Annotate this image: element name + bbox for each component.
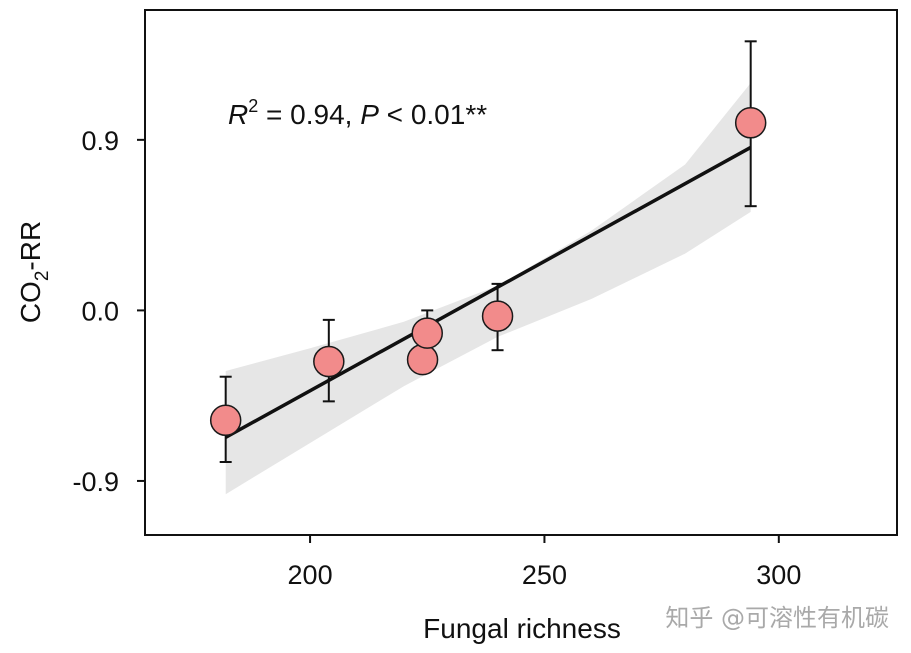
x-axis-ticks: 200 250 300: [288, 534, 801, 590]
x-tick-label: 200: [288, 560, 333, 590]
point-layer: [209, 107, 767, 437]
y-axis-title: CO2-RR: [15, 221, 53, 323]
data-point-3: [411, 317, 443, 349]
data-point-2: [406, 343, 439, 376]
x-axis-title: Fungal richness: [423, 613, 621, 644]
y-tick-label: -0.9: [72, 467, 119, 497]
y-tick-label: 0.0: [81, 296, 119, 326]
y-axis-ticks: -0.9 0.0 0.9: [72, 126, 146, 497]
p-value: < 0.01**: [379, 99, 487, 130]
r-value: = 0.94,: [258, 99, 360, 130]
p-letter: P: [360, 99, 379, 130]
data-point-5: [734, 107, 767, 139]
watermark: 知乎 @可溶性有机碳: [665, 604, 889, 632]
x-tick-label: 300: [756, 560, 801, 590]
fit-line-layer: [224, 145, 752, 439]
data-point-1: [313, 345, 345, 378]
y-axis-title-main: CO: [15, 281, 46, 323]
data-point-0: [209, 404, 242, 437]
y-axis-title-subscript: 2: [32, 271, 53, 282]
regression-line: [224, 145, 752, 439]
confidence-band: [225, 83, 751, 495]
r-letter: R: [228, 99, 248, 130]
x-tick-label: 250: [522, 560, 567, 590]
confidence-band-layer: [225, 83, 751, 495]
y-axis-title-rest: -RR: [15, 221, 46, 271]
y-tick-label: 0.9: [81, 126, 119, 156]
data-point-4: [481, 300, 514, 332]
stats-annotation: R2 = 0.94, P < 0.01**: [228, 96, 487, 130]
r-exponent: 2: [248, 96, 258, 116]
